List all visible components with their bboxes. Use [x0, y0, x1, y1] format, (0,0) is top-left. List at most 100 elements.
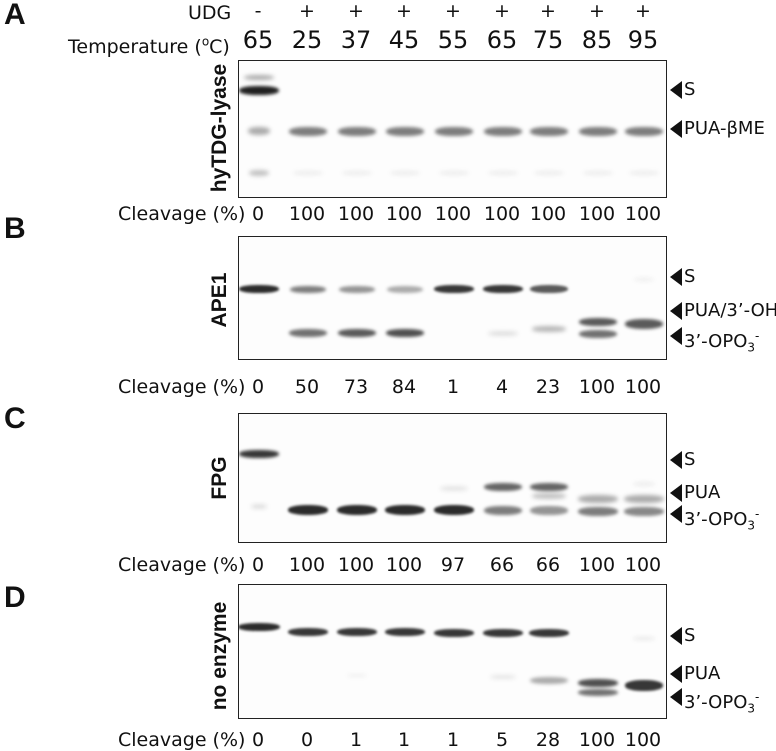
marker-d-s: S	[684, 625, 696, 646]
cleavage-value: 100	[483, 203, 521, 225]
cleavage-value: 1	[397, 729, 411, 751]
temperature-value-6: 75	[532, 26, 564, 54]
gel-band	[625, 126, 663, 136]
gel-band	[239, 450, 279, 458]
cleavage-value: 5	[495, 729, 509, 751]
cleavage-value: 100	[624, 203, 662, 225]
label-fpg: FPG	[208, 456, 231, 500]
marker-c-3opo3: 3’-OPO3-	[684, 507, 760, 533]
marker-a-pua-bme: PUA-βME	[684, 118, 765, 139]
cleavage-value: 100	[434, 203, 472, 225]
gel-band	[529, 629, 569, 637]
panel-letter-b: B	[4, 212, 26, 245]
cleavage-value: 100	[624, 729, 662, 751]
gel-band	[290, 285, 326, 293]
cleavage-value: 1	[446, 376, 460, 398]
marker-d-pua: PUA	[684, 663, 721, 684]
gel-band	[338, 126, 376, 136]
arrow-icon	[670, 81, 682, 99]
arrow-icon	[670, 327, 682, 345]
gel-band	[578, 688, 618, 696]
cleavage-value: 1	[446, 729, 460, 751]
gel-band	[239, 85, 279, 95]
gel-band	[629, 171, 659, 175]
arrow-icon	[670, 688, 682, 706]
arrow-icon	[670, 627, 682, 645]
gel-band	[248, 127, 270, 135]
arrow-icon	[670, 451, 682, 469]
arrow-icon	[670, 505, 682, 523]
udg-value-3: +	[396, 0, 412, 22]
marker-c-s: S	[684, 449, 696, 470]
arrow-icon	[670, 268, 682, 286]
gel-band	[239, 285, 279, 293]
cleavage-value: 66	[535, 554, 561, 576]
cleavage-value: 0	[251, 729, 265, 751]
cleavage-value: 100	[578, 554, 616, 576]
gel-band	[338, 329, 376, 337]
gel-band	[624, 495, 664, 503]
gel-band	[434, 629, 474, 637]
gel-no-enzyme	[238, 584, 667, 719]
gel-band	[386, 126, 424, 136]
udg-value-1: +	[299, 0, 315, 22]
marker-d-3opo3: 3’-OPO3-	[684, 690, 760, 716]
udg-value-2: +	[348, 0, 364, 22]
cleavage-value: 100	[288, 203, 326, 225]
panel-letter-a: A	[4, 0, 26, 31]
gel-band	[484, 505, 522, 515]
gel-band	[578, 495, 618, 503]
gel-band	[484, 483, 522, 491]
panel-letter-c: C	[4, 402, 26, 435]
cleavage-label-c: Cleavage (%)	[118, 554, 246, 576]
cleavage-value: 100	[578, 376, 616, 398]
temperature-value-3: 45	[388, 26, 420, 54]
marker-a-s: S	[684, 79, 696, 100]
gel-band	[440, 485, 468, 491]
cleavage-value: 0	[251, 554, 265, 576]
gel-hytdg-lyase	[238, 60, 667, 198]
gel-band	[530, 505, 568, 515]
udg-value-7: +	[589, 0, 605, 22]
udg-value-6: +	[540, 0, 556, 22]
cleavage-label-d: Cleavage (%)	[118, 729, 246, 751]
gel-band	[488, 330, 518, 336]
cleavage-value: 100	[337, 203, 375, 225]
gel-band	[288, 628, 328, 636]
gel-band	[288, 505, 328, 515]
gel-band	[483, 285, 523, 293]
cleavage-value: 1	[349, 729, 363, 751]
gel-band	[532, 493, 566, 499]
gel-fpg	[238, 413, 667, 543]
label-hytdg-lyase: hyTDG-lyase	[208, 63, 231, 193]
gel-band	[434, 285, 474, 293]
gel-band	[532, 326, 566, 332]
gel-band	[530, 483, 568, 491]
gel-band	[579, 126, 617, 136]
gel-band	[633, 636, 655, 640]
gel-band	[337, 505, 377, 515]
gel-band	[289, 329, 327, 337]
gel-band	[390, 171, 420, 175]
cleavage-value: 0	[251, 203, 265, 225]
cleavage-value: 100	[337, 554, 375, 576]
gel-band	[342, 171, 372, 175]
gel-band	[289, 126, 327, 136]
gel-band	[490, 675, 516, 679]
cleavage-value: 100	[624, 554, 662, 576]
gel-band	[624, 506, 664, 516]
cleavage-value: 50	[294, 376, 320, 398]
gel-band	[435, 126, 473, 136]
cleavage-value: 28	[535, 729, 561, 751]
gel-band	[339, 285, 375, 293]
gel-band	[578, 506, 618, 516]
arrow-icon	[670, 302, 682, 320]
gel-band	[434, 505, 474, 515]
gel-band	[386, 329, 424, 337]
label-ape1: APE1	[208, 272, 231, 328]
temperature-value-2: 37	[340, 26, 372, 54]
gel-band	[488, 171, 518, 175]
gel-band	[633, 482, 655, 486]
arrow-icon	[670, 665, 682, 683]
gel-band	[244, 74, 274, 80]
